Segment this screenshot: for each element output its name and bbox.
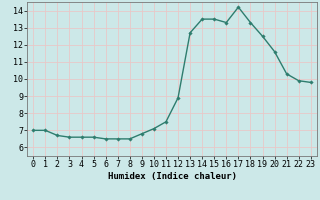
X-axis label: Humidex (Indice chaleur): Humidex (Indice chaleur)	[108, 172, 236, 181]
